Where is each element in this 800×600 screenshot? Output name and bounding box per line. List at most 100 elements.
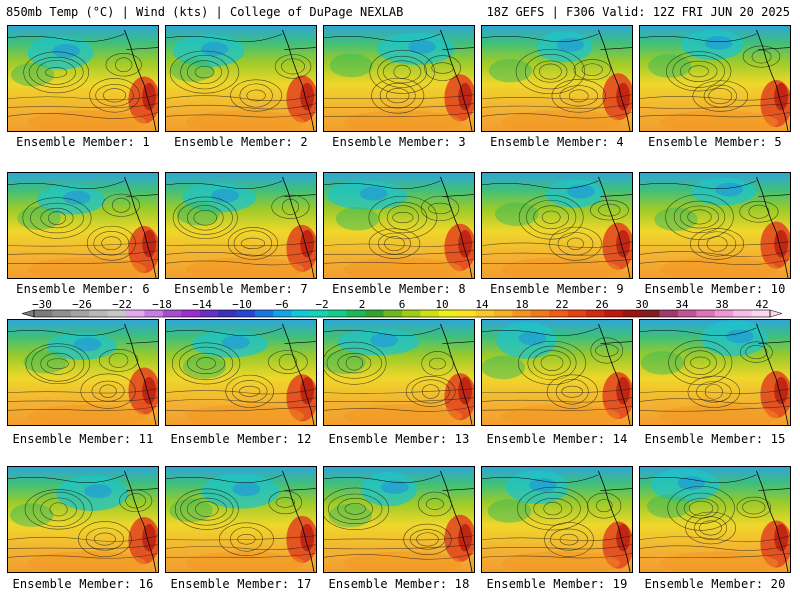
colorbar-segment bbox=[678, 310, 697, 317]
ensemble-member-label: Ensemble Member: 16 bbox=[12, 577, 154, 591]
ensemble-member-map bbox=[639, 466, 791, 573]
ensemble-member-map bbox=[323, 466, 475, 573]
ensemble-member-map bbox=[639, 172, 791, 279]
colorbar-segment bbox=[641, 310, 660, 317]
ensemble-member-label: Ensemble Member: 5 bbox=[648, 135, 782, 149]
temperature-wind-map bbox=[166, 173, 316, 278]
ensemble-member-map bbox=[481, 319, 633, 426]
ensemble-member-map bbox=[481, 25, 633, 132]
colorbar-tick-label: 6 bbox=[398, 298, 406, 311]
colorbar-segment bbox=[107, 310, 127, 317]
colorbar-segment bbox=[420, 310, 440, 317]
colorbar-segment bbox=[89, 310, 108, 317]
temperature-wind-map bbox=[8, 320, 158, 425]
ensemble-member-label: Ensemble Member: 8 bbox=[332, 282, 466, 296]
colorbar-segment bbox=[549, 310, 568, 317]
temperature-wind-map bbox=[166, 467, 316, 572]
ensemble-member-map bbox=[7, 466, 159, 573]
colorbar-segment bbox=[714, 310, 734, 317]
colorbar-strip bbox=[22, 309, 782, 318]
map-title: 850mb Temp (°C) | Wind (kts) | College o… bbox=[6, 5, 404, 19]
ensemble-member-label: Ensemble Member: 20 bbox=[644, 577, 786, 591]
temperature-colorbar: −30 −26 −22 −18 −14 −10 −6 −2 2 6 10 14 18 22 26 30 34 38… bbox=[22, 299, 782, 322]
colorbar-segment bbox=[328, 310, 348, 317]
ensemble-member-map bbox=[165, 319, 317, 426]
ensemble-member-map bbox=[165, 25, 317, 132]
ensemble-member-label: Ensemble Member: 6 bbox=[16, 282, 150, 296]
temperature-wind-map bbox=[482, 173, 632, 278]
colorbar-segment bbox=[530, 310, 550, 317]
temperature-wind-map bbox=[482, 320, 632, 425]
colorbar-segment bbox=[494, 310, 513, 317]
colorbar-tick-label: 30 bbox=[635, 298, 649, 311]
ensemble-member-label: Ensemble Member: 4 bbox=[490, 135, 624, 149]
ensemble-member-map bbox=[7, 25, 159, 132]
colorbar-segment bbox=[383, 310, 403, 317]
colorbar-tick-label: 18 bbox=[515, 298, 529, 311]
colorbar-tick-label: −14 bbox=[192, 298, 212, 311]
colorbar-tick-label: 10 bbox=[435, 298, 449, 311]
colorbar-segment bbox=[126, 310, 145, 317]
colorbar-tick-label: 26 bbox=[595, 298, 609, 311]
ensemble-member-label: Ensemble Member: 14 bbox=[486, 432, 628, 446]
ensemble-member-label: Ensemble Member: 1 bbox=[16, 135, 150, 149]
colorbar-tick-label: 14 bbox=[475, 298, 489, 311]
colorbar-segment bbox=[586, 310, 605, 317]
temperature-wind-map bbox=[640, 26, 790, 131]
colorbar-segment bbox=[199, 310, 219, 317]
ensemble-member-map bbox=[165, 466, 317, 573]
colorbar-tick-label: −10 bbox=[232, 298, 252, 311]
colorbar-tick-label: 42 bbox=[755, 298, 769, 311]
ensemble-member-label: Ensemble Member: 13 bbox=[328, 432, 470, 446]
colorbar-segment bbox=[218, 310, 237, 317]
colorbar-tick-label: −2 bbox=[315, 298, 329, 311]
colorbar-segment bbox=[659, 310, 679, 317]
ensemble-member-map bbox=[639, 25, 791, 132]
temperature-wind-map bbox=[324, 173, 474, 278]
colorbar-segment bbox=[144, 310, 164, 317]
colorbar-segment bbox=[604, 310, 624, 317]
ensemble-member-label: Ensemble Member: 19 bbox=[486, 577, 628, 591]
ensemble-member-label: Ensemble Member: 10 bbox=[644, 282, 786, 296]
colorbar-segment bbox=[567, 310, 587, 317]
temperature-wind-map bbox=[640, 467, 790, 572]
ensemble-member-label: Ensemble Member: 3 bbox=[332, 135, 466, 149]
colorbar-segment bbox=[365, 310, 384, 317]
temperature-wind-map bbox=[8, 467, 158, 572]
colorbar-tick-label: 22 bbox=[555, 298, 569, 311]
temperature-wind-map bbox=[8, 173, 158, 278]
colorbar-tick-label: 38 bbox=[715, 298, 729, 311]
ensemble-member-map bbox=[323, 319, 475, 426]
ensemble-member-map bbox=[7, 319, 159, 426]
colorbar-tick-label: −18 bbox=[152, 298, 172, 311]
colorbar-segment bbox=[34, 310, 53, 317]
ensemble-member-label: Ensemble Member: 7 bbox=[174, 282, 308, 296]
colorbar-segment bbox=[254, 310, 274, 317]
colorbar-tick-label: −6 bbox=[275, 298, 289, 311]
ensemble-member-map bbox=[323, 172, 475, 279]
temperature-wind-map bbox=[324, 320, 474, 425]
ensemble-member-label: Ensemble Member: 18 bbox=[328, 577, 470, 591]
temperature-wind-map bbox=[482, 467, 632, 572]
temperature-wind-map bbox=[324, 467, 474, 572]
temperature-wind-map bbox=[640, 173, 790, 278]
colorbar-segment bbox=[475, 310, 495, 317]
colorbar-segment bbox=[346, 310, 366, 317]
colorbar-tick-label: −30 bbox=[32, 298, 52, 311]
colorbar-segment bbox=[457, 310, 476, 317]
ensemble-member-label: Ensemble Member: 9 bbox=[490, 282, 624, 296]
ensemble-member-label: Ensemble Member: 15 bbox=[644, 432, 786, 446]
colorbar-segment bbox=[70, 310, 90, 317]
ensemble-member-map bbox=[165, 172, 317, 279]
colorbar-tick-label: −22 bbox=[112, 298, 132, 311]
ensemble-member-label: Ensemble Member: 17 bbox=[170, 577, 312, 591]
colorbar-segment bbox=[512, 310, 532, 317]
colorbar-tick-label: −26 bbox=[72, 298, 92, 311]
colorbar-segment bbox=[402, 310, 421, 317]
colorbar-segment bbox=[236, 310, 256, 317]
colorbar-segment bbox=[751, 310, 771, 317]
ensemble-member-map bbox=[639, 319, 791, 426]
temperature-wind-map bbox=[324, 26, 474, 131]
colorbar-segment bbox=[273, 310, 292, 317]
temperature-wind-map bbox=[166, 26, 316, 131]
